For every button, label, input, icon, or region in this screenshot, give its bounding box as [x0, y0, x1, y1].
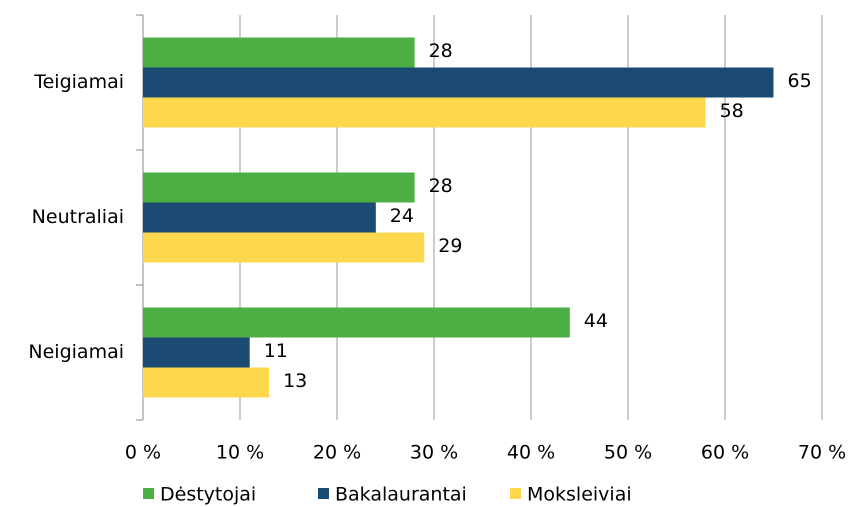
value-label: 28	[429, 40, 453, 62]
legend-label: Bakalaurantai	[335, 484, 467, 506]
bar	[143, 67, 774, 98]
bar	[143, 307, 570, 338]
value-label: 58	[720, 100, 744, 122]
y-tick-label: Neutraliai	[32, 206, 124, 228]
value-label: 13	[283, 370, 307, 392]
legend-swatch	[143, 488, 154, 499]
y-tick-label: Teigiamai	[33, 71, 124, 93]
x-tick-label: 20 %	[313, 442, 361, 464]
value-label: 24	[390, 205, 414, 227]
bar	[143, 37, 415, 68]
bar	[143, 232, 425, 263]
value-label: 11	[264, 340, 288, 362]
legend-swatch	[318, 488, 329, 499]
value-label: 65	[788, 70, 812, 92]
y-tick-label: Neigiamai	[28, 341, 124, 363]
value-label: 28	[429, 175, 453, 197]
x-tick-label: 10 %	[216, 442, 264, 464]
x-tick-label: 0 %	[125, 442, 161, 464]
value-label: 44	[584, 310, 608, 332]
x-tick-label: 50 %	[604, 442, 652, 464]
legend-swatch	[510, 488, 521, 499]
x-tick-label: 40 %	[507, 442, 555, 464]
legend-label: Moksleiviai	[527, 484, 632, 506]
value-label: 29	[438, 235, 462, 257]
bar	[143, 172, 415, 203]
bar	[143, 97, 706, 128]
x-tick-label: 70 %	[798, 442, 846, 464]
x-tick-label: 60 %	[701, 442, 749, 464]
x-tick-label: 30 %	[410, 442, 458, 464]
bar	[143, 337, 250, 368]
bar	[143, 367, 270, 398]
legend-label: Dėstytojai	[160, 484, 256, 506]
bar	[143, 202, 376, 233]
